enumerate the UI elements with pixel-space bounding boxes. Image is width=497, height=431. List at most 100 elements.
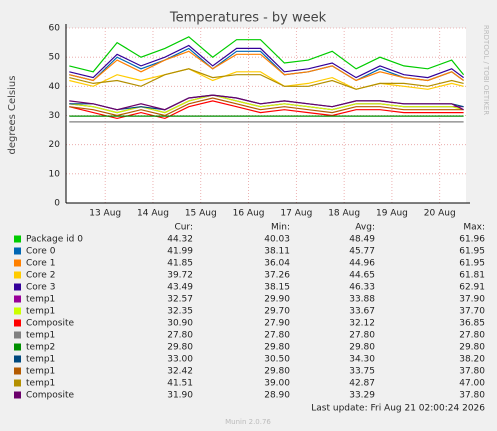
legend-label: Core 1 <box>26 259 55 269</box>
legend-stat: 36.04 <box>264 259 290 269</box>
legend-stat: 32.42 <box>167 367 193 377</box>
legend-stat: 29.80 <box>264 367 290 377</box>
legend-stat: 61.95 <box>459 259 485 269</box>
legend-label: Composite <box>26 319 74 329</box>
legend-swatch <box>14 295 21 303</box>
legend-swatch <box>14 355 21 363</box>
series-line <box>69 68 464 90</box>
x-tick-label: 14 Aug <box>137 209 169 219</box>
x-tick-label: 19 Aug <box>376 209 408 219</box>
legend-label: temp2 <box>26 343 55 353</box>
legend-label: temp1 <box>26 295 55 305</box>
legend-stat: 39.00 <box>264 379 290 389</box>
legend-stat: 33.67 <box>349 307 375 317</box>
legend-stat: 29.80 <box>167 343 193 353</box>
legend-stat: 33.75 <box>349 367 375 377</box>
legend-stat: 41.99 <box>167 247 193 257</box>
series-line <box>69 97 464 117</box>
legend-stat: 30.50 <box>264 355 290 365</box>
legend-header: Min: <box>271 223 290 233</box>
legend-stat: 29.90 <box>264 295 290 305</box>
legend-label: Core 2 <box>26 271 55 281</box>
legend-stat: 29.80 <box>349 343 375 353</box>
legend-stat: 27.90 <box>264 319 290 329</box>
series-line <box>69 36 465 76</box>
legend-stat: 27.80 <box>264 331 290 341</box>
last-update: Last update: Fri Aug 21 02:00:24 2026 <box>311 404 485 414</box>
legend-swatch <box>14 379 21 387</box>
x-tick-label: 20 Aug <box>424 209 456 219</box>
legend-stat: 37.80 <box>459 367 485 377</box>
legend-stat: 37.26 <box>264 271 290 281</box>
legend-stat: 48.49 <box>349 235 375 245</box>
legend-label: temp1 <box>26 367 55 377</box>
series-line <box>69 50 464 82</box>
legend-label: Core 3 <box>26 283 55 293</box>
legend-stat: 41.85 <box>167 259 193 269</box>
legend-stat: 45.77 <box>349 247 375 257</box>
legend-label: temp1 <box>26 379 55 389</box>
legend-stat: 32.12 <box>349 319 375 329</box>
legend-stat: 62.91 <box>459 283 485 293</box>
legend-stat: 34.30 <box>349 355 375 365</box>
legend-stat: 33.29 <box>349 391 375 401</box>
legend-swatch <box>14 247 21 255</box>
legend-label: Composite <box>26 391 74 401</box>
legend-stat: 28.90 <box>264 391 290 401</box>
legend-stat: 38.20 <box>459 355 485 365</box>
legend-stat: 29.80 <box>264 343 290 353</box>
legend-stat: 46.33 <box>349 283 375 293</box>
y-tick-label: 20 <box>49 140 61 150</box>
legend-swatch <box>14 235 21 243</box>
legend-stat: 31.90 <box>167 391 193 401</box>
y-axis-label: degrees Celsius <box>7 76 18 155</box>
legend-swatch <box>14 331 21 339</box>
legend-stat: 61.95 <box>459 247 485 257</box>
legend-swatch <box>14 343 21 351</box>
legend-stat: 37.80 <box>459 391 485 401</box>
legend-stat: 40.03 <box>264 235 290 245</box>
legend-stat: 37.70 <box>459 307 485 317</box>
legend-stat: 33.88 <box>349 295 375 305</box>
legend-label: temp1 <box>26 307 55 317</box>
chart-title: Temperatures - by week <box>169 11 327 26</box>
legend-stat: 29.80 <box>459 343 485 353</box>
x-tick-label: 18 Aug <box>328 209 360 219</box>
legend-header: Avg: <box>355 223 375 233</box>
x-tick-label: 17 Aug <box>280 209 312 219</box>
legend-swatch <box>14 283 21 291</box>
legend-stat: 44.96 <box>349 259 375 269</box>
legend-stat: 27.80 <box>349 331 375 341</box>
legend-stat: 39.72 <box>167 271 193 281</box>
legend-header: Cur: <box>174 223 193 233</box>
legend-stat: 38.11 <box>264 247 290 257</box>
legend-label: temp1 <box>26 331 55 341</box>
series-line <box>69 44 464 79</box>
legend-stat: 42.87 <box>349 379 375 389</box>
legend-stat: 36.85 <box>459 319 485 329</box>
legend-stat: 43.49 <box>167 283 193 293</box>
x-tick-label: 15 Aug <box>185 209 217 219</box>
legend-stat: 32.35 <box>167 307 193 317</box>
x-tick-label: 16 Aug <box>233 209 265 219</box>
legend-stat: 41.51 <box>167 379 193 389</box>
legend-stat: 29.70 <box>264 307 290 317</box>
series-line <box>69 94 464 111</box>
legend-swatch <box>14 319 21 327</box>
y-tick-label: 10 <box>49 169 61 179</box>
series-line <box>69 100 464 120</box>
legend-header: Max: <box>463 223 485 233</box>
series-line <box>69 68 464 90</box>
footer: Munin 2.0.76 <box>225 418 271 426</box>
legend-stat: 61.81 <box>459 271 485 281</box>
legend-stat: 30.90 <box>167 319 193 329</box>
y-tick-label: 50 <box>49 53 61 63</box>
legend-label: temp1 <box>26 355 55 365</box>
legend-swatch <box>14 367 21 375</box>
legend-stat: 61.96 <box>459 235 485 245</box>
legend-stat: 33.00 <box>167 355 193 365</box>
legend-stat: 37.90 <box>459 295 485 305</box>
legend-swatch <box>14 271 21 279</box>
legend-stat: 47.00 <box>459 379 485 389</box>
